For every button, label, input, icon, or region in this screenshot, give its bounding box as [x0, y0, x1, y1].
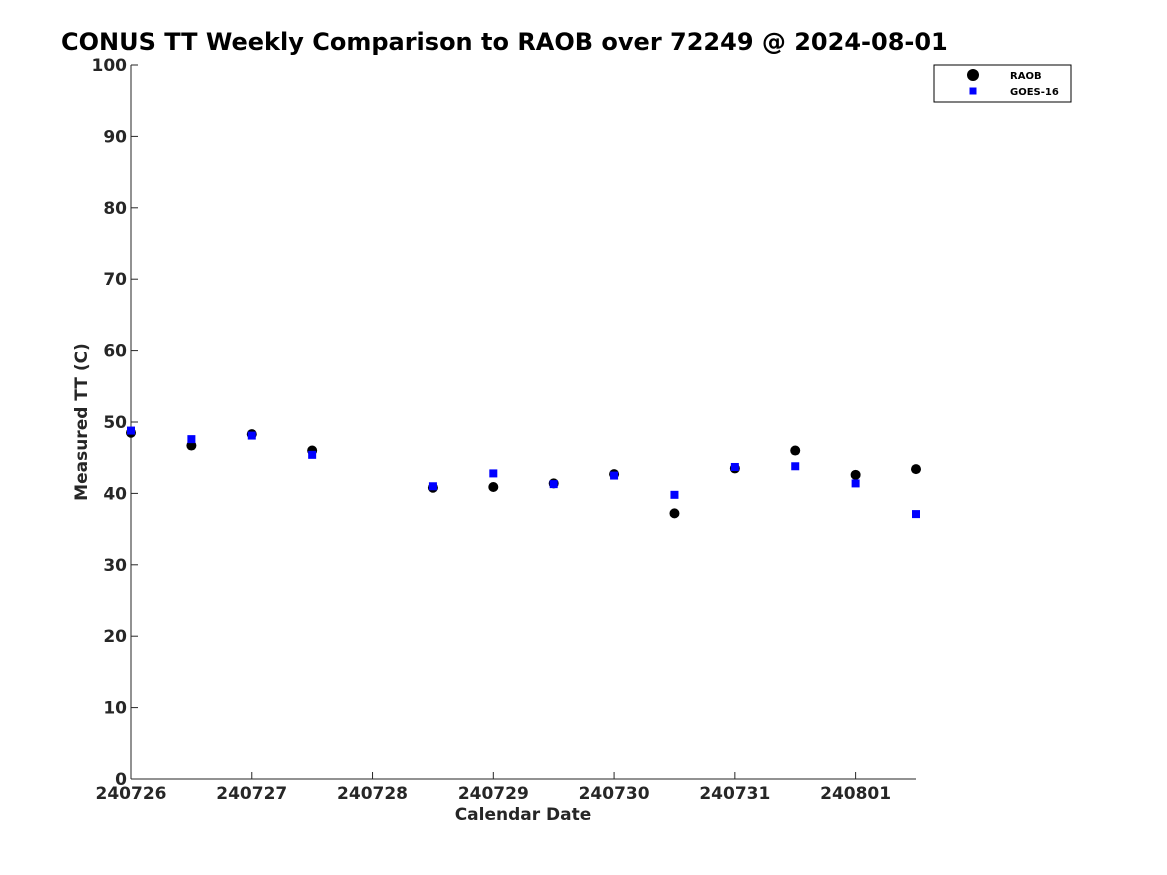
x-tick-label: 240727: [216, 784, 287, 804]
y-tick-label: 20: [103, 627, 127, 647]
x-tick-label: 240730: [579, 784, 650, 804]
goes16-point: [610, 471, 619, 480]
legend: RAOB GOES-16: [933, 64, 1072, 103]
y-tick-label: 10: [103, 699, 127, 719]
y-tick-label: 50: [103, 413, 127, 433]
raob-point: [669, 508, 680, 519]
data-marks: [126, 426, 921, 519]
y-tick-label: 0: [115, 770, 127, 790]
y-tick-label: 80: [103, 199, 127, 219]
raob-point: [488, 481, 499, 492]
x-axis-label: Calendar Date: [455, 805, 592, 825]
legend-label: RAOB: [1010, 71, 1042, 82]
raob-point: [911, 464, 921, 475]
goes16-point: [308, 450, 317, 459]
x-tick-label: 240729: [458, 784, 529, 804]
goes16-point: [730, 462, 739, 471]
y-tick-label: 100: [92, 56, 128, 76]
legend-label: GOES-16: [1010, 87, 1059, 98]
goes16-point: [489, 469, 498, 478]
x-tick-label: 240726: [96, 784, 167, 804]
goes16-point: [851, 479, 860, 488]
y-tick-label: 60: [103, 342, 127, 362]
goes16-point: [247, 431, 256, 440]
goes16-point: [670, 490, 679, 499]
y-tick-label: 90: [103, 127, 127, 147]
goes16-point: [791, 462, 800, 471]
x-tick-label: 240801: [820, 784, 891, 804]
chart-title: CONUS TT Weekly Comparison to RAOB over …: [61, 28, 948, 56]
raob-point: [850, 469, 861, 480]
y-tick-label: 70: [103, 270, 127, 290]
axes: 0 10 20 30 40 50 60 70 80 90 100 240726 240727 240728…: [92, 56, 916, 804]
y-tick-label: 30: [103, 556, 127, 576]
y-tick-label: 40: [103, 484, 127, 504]
legend-box: [933, 64, 1072, 103]
x-tick-label: 240728: [337, 784, 408, 804]
goes16-point: [428, 482, 437, 491]
goes16-point: [549, 480, 558, 489]
y-axis-label: Measured TT (C): [72, 343, 92, 501]
goes16-point: [912, 510, 920, 519]
goes16-point: [127, 426, 135, 435]
raob-point: [790, 445, 801, 456]
legend-raob-marker: [967, 69, 979, 81]
legend-goes16-marker: [969, 87, 977, 95]
goes16-point: [187, 435, 196, 444]
x-tick-label: 240731: [699, 784, 770, 804]
